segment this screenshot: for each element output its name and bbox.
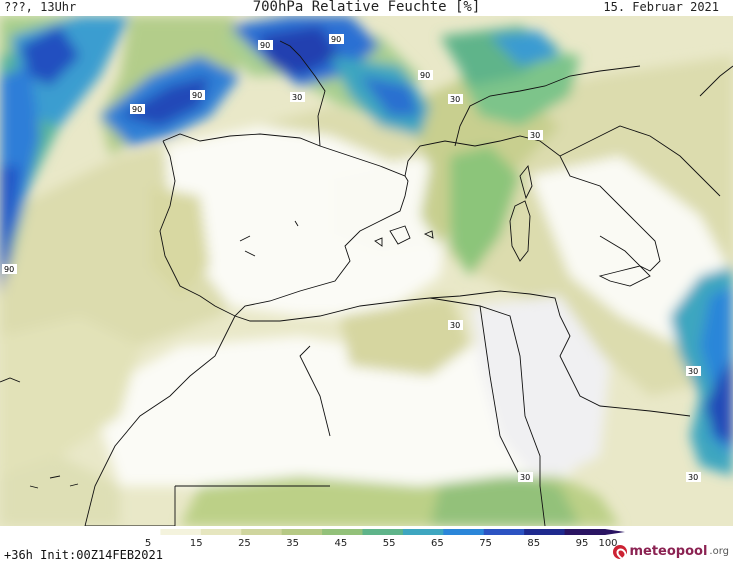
colorbar-swatch — [402, 529, 444, 535]
svg-text:90: 90 — [420, 71, 430, 80]
colorbar-tick-label: 5 — [145, 538, 151, 549]
map-title: 700hPa Relative Feuchte [%] — [252, 0, 481, 15]
contour-labels: 90 90 90 90 90 90 30 30 30 30 30 30 30 3… — [2, 34, 701, 482]
contour-label-30: 30 — [448, 94, 463, 104]
colorbar-swatch — [120, 529, 161, 535]
contour-label-90: 90 — [190, 90, 205, 100]
colorbar-tick-label: 85 — [527, 538, 540, 549]
svg-text:30: 30 — [292, 93, 302, 102]
svg-text:90: 90 — [4, 265, 14, 274]
contour-label-30: 30 — [448, 320, 463, 330]
humidity-field — [0, 16, 733, 526]
colorbar-tick-label: 15 — [190, 538, 203, 549]
svg-text:90: 90 — [192, 91, 202, 100]
colorbar-swatch — [322, 529, 363, 535]
contour-label-30: 30 — [512, 161, 527, 171]
colorbar: 5 15 25 35 45 55 65 75 85 95 100 — [108, 529, 625, 549]
colorbar-swatch — [564, 529, 606, 535]
colorbar-swatch — [362, 529, 404, 535]
contour-label-30: 30 — [686, 366, 701, 376]
colorbar-swatch — [241, 529, 283, 535]
contour-label-90: 90 — [130, 104, 145, 114]
coastlines — [0, 40, 733, 526]
contour-label-90: 90 — [2, 264, 17, 274]
svg-text:30: 30 — [450, 95, 460, 104]
colorbar-swatch — [524, 529, 566, 535]
meteopool-logo[interactable]: meteopool .org — [613, 544, 729, 559]
colorbar-swatch — [281, 529, 323, 535]
svg-text:30: 30 — [450, 321, 460, 330]
colorbar-swatch — [483, 529, 525, 535]
svg-text:30: 30 — [520, 473, 530, 482]
svg-text:90: 90 — [260, 41, 270, 50]
colorbar-tick-label: 25 — [238, 538, 251, 549]
contour-label-90: 90 — [418, 70, 433, 80]
contour-label-90: 90 — [258, 40, 273, 50]
colorbar-left-arrow — [108, 529, 120, 535]
colorbar-tick-label: 35 — [286, 538, 299, 549]
contour-label-30: 30 — [686, 472, 701, 482]
colorbar-swatch — [443, 529, 485, 535]
humidity-map: 90 90 90 90 90 90 30 30 30 30 30 30 30 3… — [0, 16, 733, 526]
colorbar-swatch — [200, 529, 242, 535]
svg-text:30: 30 — [688, 367, 698, 376]
map-header: ???, 13Uhr 700hPa Relative Feuchte [%] 1… — [0, 0, 733, 16]
logo-text: meteopool — [629, 544, 708, 559]
svg-text:90: 90 — [132, 105, 142, 114]
svg-text:30: 30 — [530, 131, 540, 140]
map-footer: 5 15 25 35 45 55 65 75 85 95 100 +36h Init:00Z14FE… — [0, 526, 733, 566]
colorbar-tick-label: 100 — [598, 538, 617, 549]
contour-label-30: 30 — [518, 472, 533, 482]
colorbar-tick-label: 65 — [431, 538, 444, 549]
contour-label-30: 30 — [290, 92, 305, 102]
colorbar-tick-label: 75 — [479, 538, 492, 549]
forecast-init-label: +36h Init:00Z14FEB2021 — [4, 548, 163, 562]
colorbar-tick-label: 45 — [335, 538, 348, 549]
forecast-weekday-hour: ???, 13Uhr — [4, 0, 77, 14]
forecast-date: 15. Februar 2021 — [603, 0, 719, 14]
colorbar-tick-label: 95 — [576, 538, 589, 549]
svg-text:30: 30 — [688, 473, 698, 482]
colorbar-right-arrow — [605, 529, 625, 535]
meteopool-logo-icon — [613, 544, 628, 559]
contour-label-90: 90 — [329, 34, 344, 44]
svg-text:90: 90 — [331, 35, 341, 44]
logo-suffix: .org — [709, 546, 729, 557]
contour-label-30: 30 — [528, 130, 543, 140]
contour-label-90: 90 — [30, 76, 45, 86]
colorbar-swatch — [160, 529, 202, 535]
colorbar-tick-label: 55 — [383, 538, 396, 549]
